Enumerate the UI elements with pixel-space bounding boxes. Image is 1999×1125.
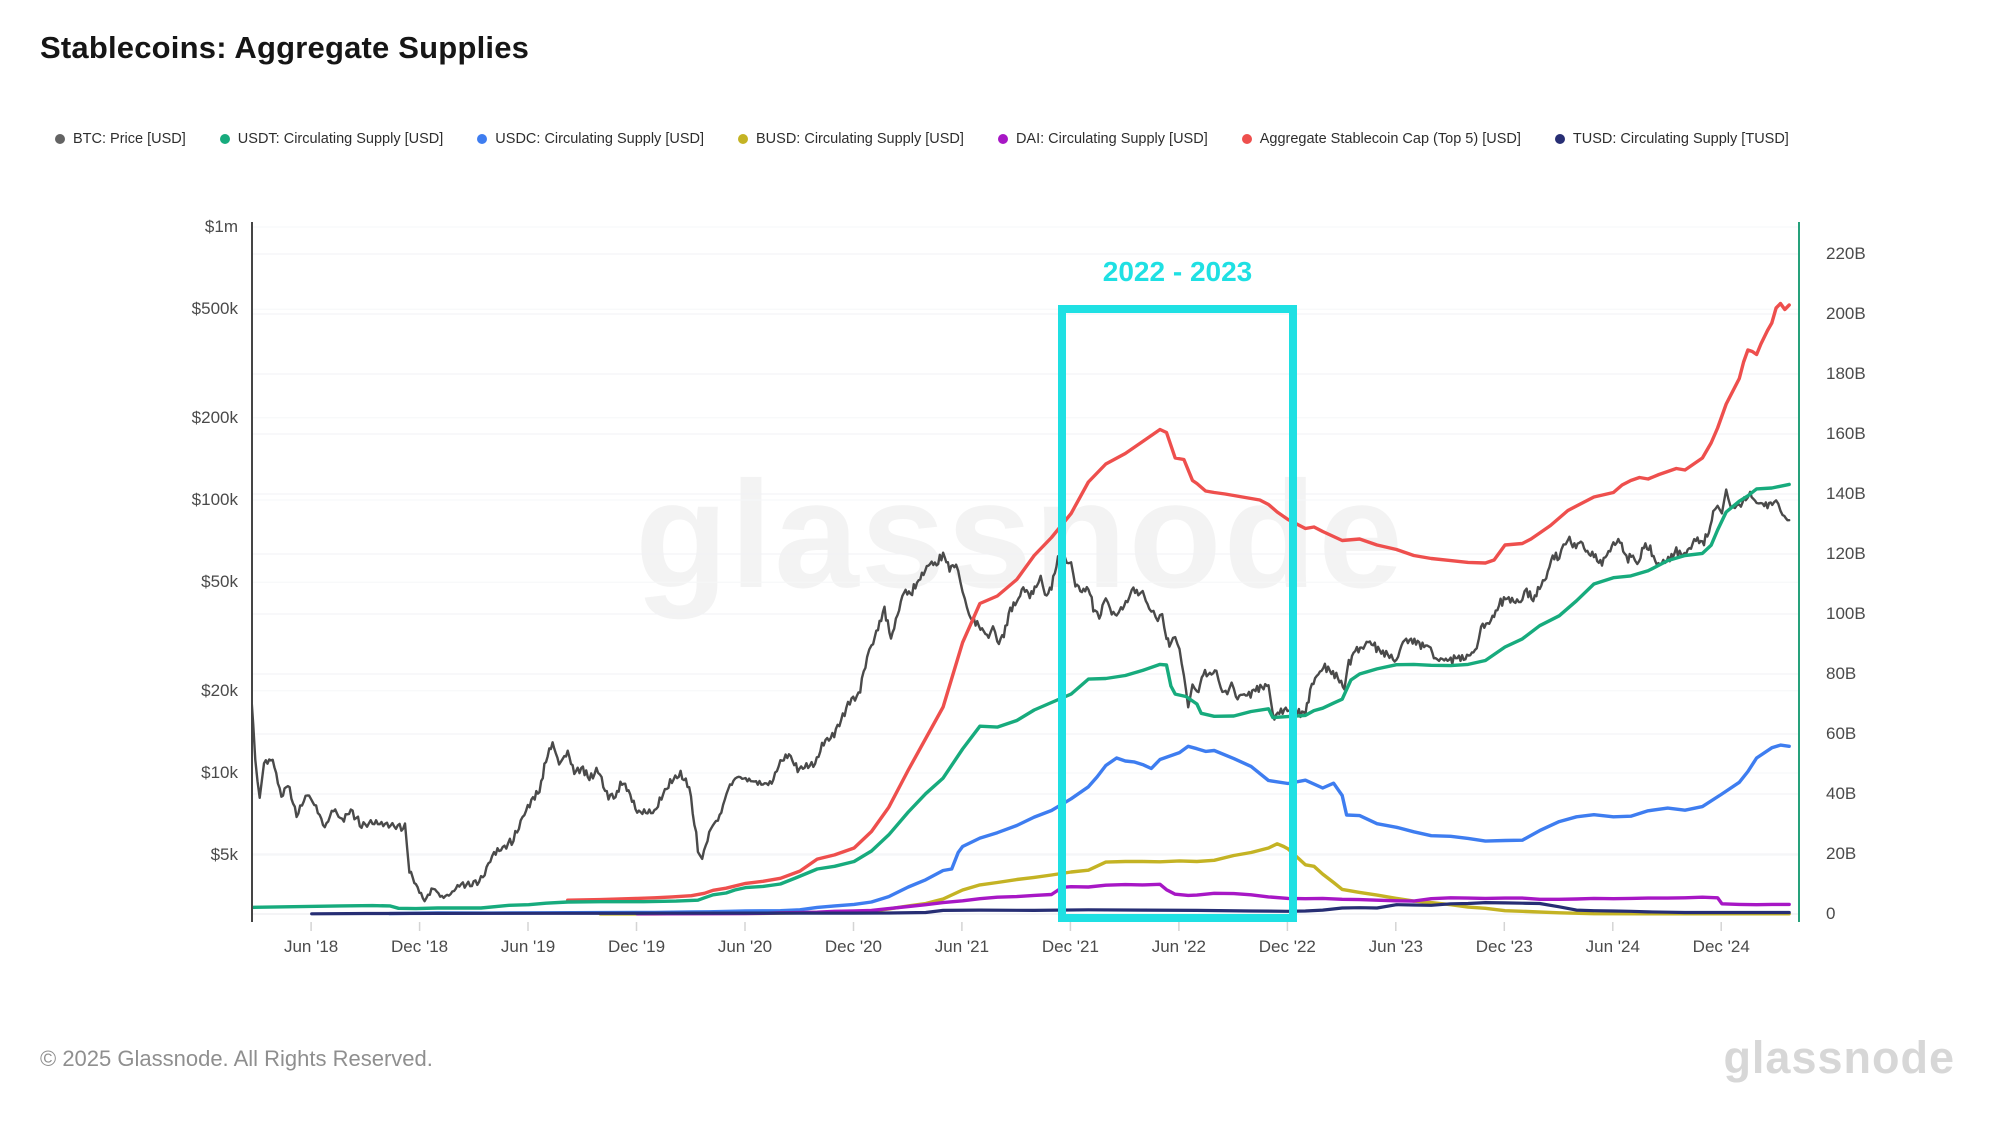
legend-label: DAI: Circulating Supply [USD] [1015,131,1208,147]
highlight-box-2022-2023 [1058,305,1297,922]
legend-swatch-usdt [219,134,230,144]
chart-legend: BTC: Price [USD] USDT: Circulating Supply… [55,131,1789,147]
series-line-usdt[interactable] [251,482,1791,911]
right-axis-tick-label: 180B [1826,364,1866,383]
x-axis-tick-label: Dec '19 [607,937,666,956]
legend-item-btc[interactable]: BTC: Price [USD] [55,131,186,147]
legend-swatch-tusd [1554,134,1565,144]
legend-label: TUSD: Circulating Supply [TUSD] [1572,131,1789,147]
legend-item-dai[interactable]: DAI: Circulating Supply [USD] [997,131,1208,147]
x-axis-tick-label: Jun '20 [717,937,773,956]
left-axis-tick-label: $5k [210,845,238,865]
right-axis-tick-label: 200B [1826,304,1866,323]
legend-item-tusd[interactable]: TUSD: Circulating Supply [TUSD] [1554,131,1789,147]
chart-plot[interactable] [251,222,1800,934]
right-axis-tick-label: 140B [1826,484,1866,503]
right-axis-tick-label: 160B [1826,424,1866,443]
right-axis-tick-label: 120B [1826,544,1866,563]
legend-item-busd[interactable]: BUSD: Circulating Supply [USD] [738,131,964,147]
right-axis-tick-label: 60B [1826,724,1857,743]
page-title: Stablecoins: Aggregate Supplies [40,30,530,65]
x-axis-tick-label: Dec '20 [824,937,882,956]
legend-label: BTC: Price [USD] [73,131,186,147]
x-axis-tick-label: Dec '23 [1475,937,1533,956]
x-axis-tick-label: Jun '21 [934,937,990,956]
left-axis-tick-label: $100k [191,490,238,509]
legend-swatch-usdc [477,134,488,144]
left-axis-tick-label: $200k [191,407,238,427]
x-axis-tick-label: Dec '22 [1258,937,1316,956]
x-axis-tick-label: Dec '21 [1041,937,1099,956]
x-axis-tick-label: Jun '23 [1368,937,1423,956]
legend-swatch-dai [997,134,1008,144]
right-axis-tick-label: 40B [1826,784,1857,803]
series-line-usdc[interactable] [388,743,1791,916]
x-axis-tick-label: Jun '18 [283,937,339,956]
left-axis-tick-label: $500k [191,299,238,319]
series-line-tusd[interactable] [310,901,1791,916]
series-line-btc[interactable] [251,488,1791,903]
right-axis-tick-label: 20B [1826,844,1857,863]
left-axis-tick-label: $1m [204,217,238,236]
legend-swatch-busd [738,134,749,144]
left-axis-tick-label: $10k [201,763,238,782]
left-axis-tick-label: $20k [201,680,238,700]
highlight-label: 2022 - 2023 [1102,256,1253,287]
left-axis-tick-label: $50k [201,572,238,592]
legend-item-agg[interactable]: Aggregate Stablecoin Cap (Top 5) [USD] [1241,131,1521,147]
legend-label: BUSD: Circulating Supply [USD] [756,131,964,147]
x-axis-tick-label: Jun '22 [1151,937,1207,956]
series-line-dai[interactable] [635,882,1791,916]
glassnode-logo: glassnode [1723,1032,1955,1083]
legend-item-usdc[interactable]: USDC: Circulating Supply [USD] [477,131,704,147]
legend-label: USDT: Circulating Supply [USD] [237,131,444,147]
legend-item-usdt[interactable]: USDT: Circulating Supply [USD] [219,131,444,147]
legend-swatch-btc [55,134,65,144]
copyright-text: © 2025 Glassnode. All Rights Reserved. [40,1046,433,1071]
x-axis-tick-label: Dec '18 [391,937,449,956]
x-axis-tick-label: Jun '19 [500,937,556,956]
right-axis-tick-label: 100B [1826,604,1866,623]
legend-swatch-agg [1241,134,1252,144]
right-axis-tick-label: 0 [1826,904,1836,923]
x-axis-tick-label: Jun '24 [1585,937,1640,956]
legend-label: USDC: Circulating Supply [USD] [495,131,705,147]
right-axis-tick-label: 80B [1826,664,1857,683]
legend-label: Aggregate Stablecoin Cap (Top 5) [USD] [1259,131,1521,147]
x-axis-tick-label: Dec '24 [1692,937,1750,956]
right-axis-tick-label: 220B [1826,244,1866,263]
